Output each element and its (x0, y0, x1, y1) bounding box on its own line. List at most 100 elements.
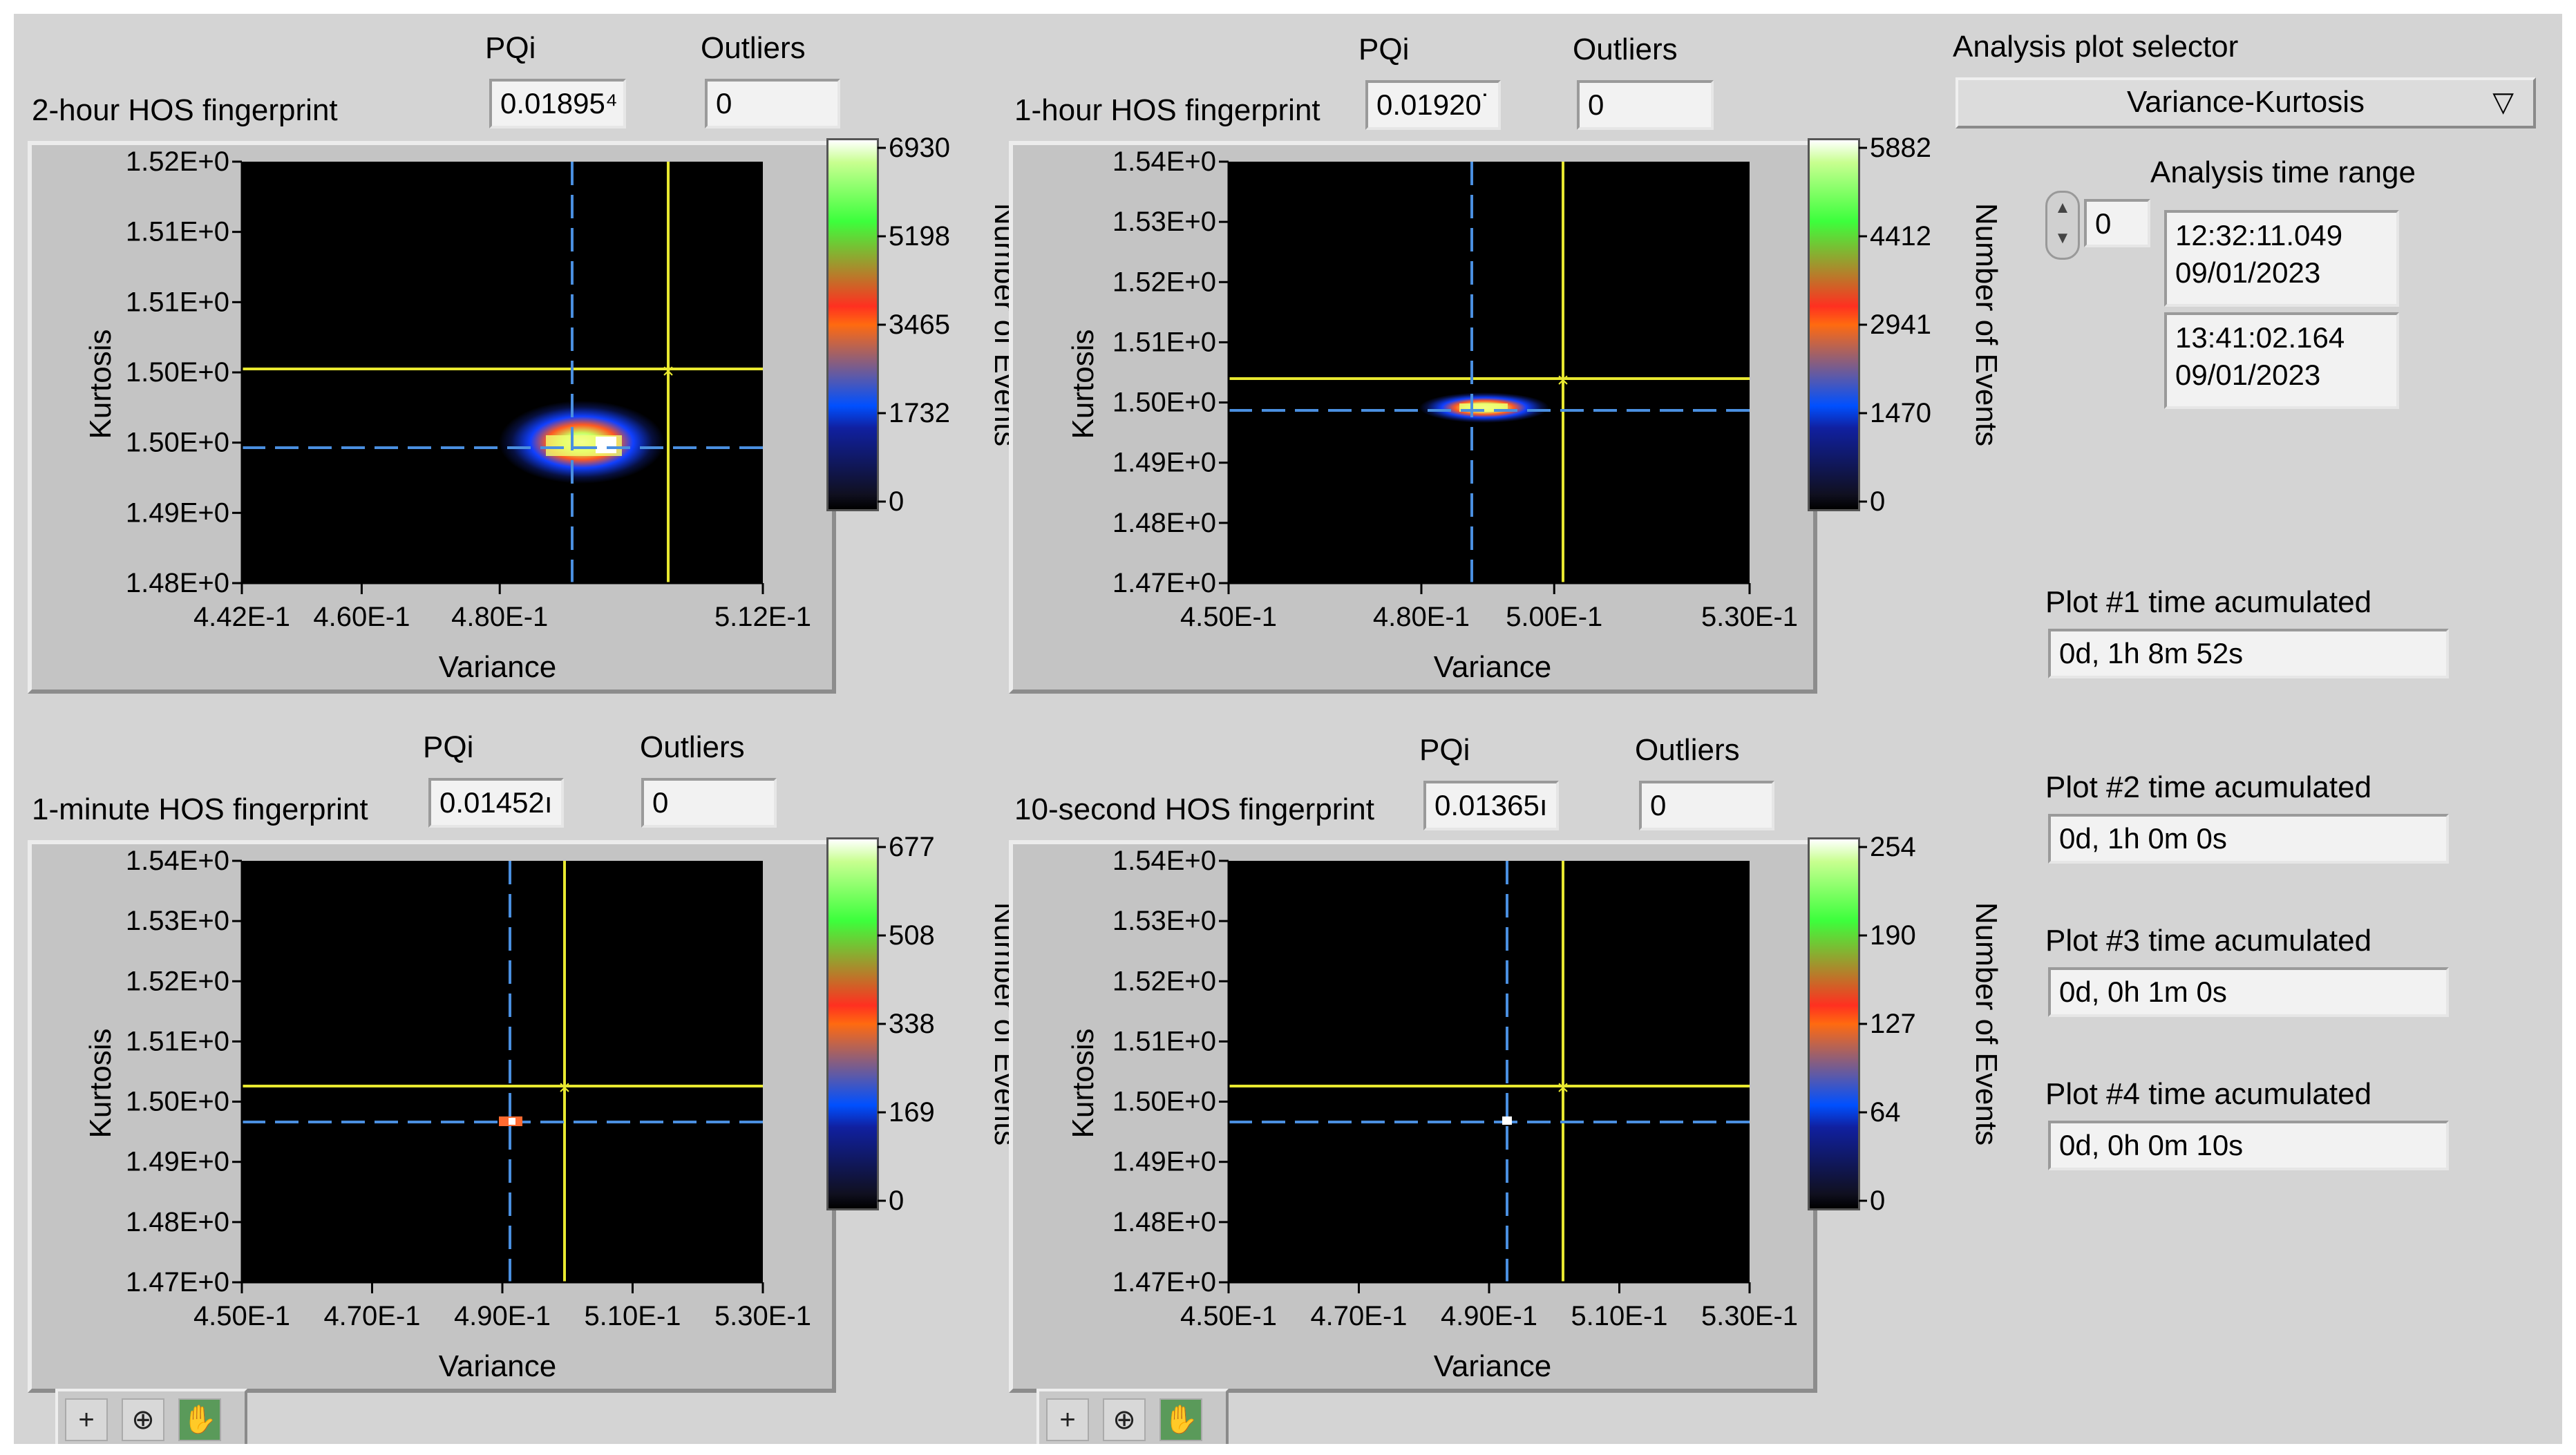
plot3-outliers-label: Outliers (640, 730, 745, 764)
plot1-pqi-label: PQi (485, 31, 536, 65)
x-tick-label: 5.30E-1 (1701, 602, 1798, 632)
plot2-cursor-marker: × (1557, 369, 1569, 392)
y-tick-label: 1.50E+0 (1112, 388, 1216, 418)
x-tick-label: 4.80E-1 (1373, 602, 1470, 632)
y-tick-label: 1.51E+0 (126, 287, 229, 317)
plot3-pqi-label: PQi (423, 730, 474, 764)
pan-hand-icon[interactable]: ✋ (1159, 1398, 1202, 1441)
plot2-outliers-value: 0 (1577, 80, 1714, 130)
plot4-cursor-marker: × (1557, 1076, 1569, 1099)
y-tick-label: 1.54E+0 (1112, 846, 1216, 876)
x-tick-label: 4.80E-1 (451, 602, 548, 632)
plot4-xlabel: Variance (1434, 1349, 1551, 1383)
plot3-plot-area (242, 861, 763, 1282)
y-tick-label: 1.54E+0 (1112, 146, 1216, 177)
zoom-icon[interactable]: ⊕ (1103, 1398, 1146, 1441)
plot4-graph[interactable]: × 1.54E+0 1.53E+0 1.52E+0 1.51E+0 1.50E+0 1.4… (995, 713, 1824, 1404)
crosshair-cursor-icon[interactable]: + (1046, 1398, 1089, 1441)
plot3-yticks: 1.54E+0 1.53E+0 1.52E+0 1.51E+0 1.50E+0 1.49E… (126, 846, 243, 1297)
plot3-graph-palette: + ⊕ ✋ (55, 1389, 247, 1444)
plot4-outliers-value: 0 (1639, 781, 1774, 830)
x-tick-label: 4.50E-1 (193, 1301, 290, 1331)
colorbar-tick-label: 1470 (1870, 398, 1931, 428)
plot3-colorbar (826, 837, 879, 1210)
plot1-pqi-value: 0.01895⁴ (489, 79, 626, 129)
plot1-heat-hot (596, 437, 616, 453)
plot2-colorbar-scale: 5882 4412 2941 1470 0 Number of Events (1859, 133, 2003, 517)
plot4-colorbar-label: Number of Events (1969, 902, 2003, 1145)
plot2-acc-label: Plot #2 time acumulated (2045, 770, 2372, 804)
y-tick-label: 1.50E+0 (1112, 1087, 1216, 1117)
plot4-ylabel: Kurtosis (1066, 1029, 1100, 1139)
y-tick-label: 1.47E+0 (1112, 1267, 1216, 1297)
y-tick-label: 1.51E+0 (1112, 327, 1216, 357)
y-tick-label: 1.52E+0 (126, 146, 229, 177)
y-tick-label: 1.48E+0 (126, 1207, 229, 1237)
plot3-graph[interactable]: × 1.54E+0 1.53E+0 1.52E+0 1.51E+0 1.50E+0 1.4… (14, 713, 843, 1404)
colorbar-tick-label: 0 (1870, 1186, 1885, 1216)
plot1-cb-ticks: 6930 5198 3465 1732 0 (878, 133, 950, 517)
time-range-stepper[interactable]: ▲ ▼ (2045, 191, 2080, 260)
y-tick-label: 1.50E+0 (126, 1087, 229, 1117)
y-tick-label: 1.53E+0 (1112, 906, 1216, 936)
y-tick-label: 1.51E+0 (126, 1026, 229, 1056)
front-panel: Analysis plot selector Variance-Kurtosis… (14, 14, 2562, 1444)
plot2-ylabel: Kurtosis (1066, 330, 1100, 439)
colorbar-tick-label: 5882 (1870, 133, 1931, 163)
y-tick-label: 1.47E+0 (126, 1267, 229, 1297)
plot1-acc-label: Plot #1 time acumulated (2045, 585, 2372, 619)
y-tick-label: 1.49E+0 (126, 1147, 229, 1177)
pan-hand-icon[interactable]: ✋ (178, 1398, 221, 1441)
plot4-pqi-label: PQi (1419, 733, 1470, 767)
plot4-xticks: 4.50E-1 4.70E-1 4.90E-1 5.10E-1 5.30E-1 (1180, 1281, 1798, 1331)
plot4-yticks: 1.54E+0 1.53E+0 1.52E+0 1.51E+0 1.50E+0 1.49E… (1112, 846, 1230, 1297)
plot3-cb-ticks: 677 508 338 169 0 (878, 832, 935, 1216)
plot1-graph[interactable]: × 1.52E+0 1.51E+0 1.51E+0 1.50E+0 1.50E+0 1.4… (14, 14, 843, 705)
plot1-acc-value: 0d, 1h 8m 52s (2048, 629, 2449, 678)
plot3-outliers-value: 0 (641, 778, 777, 828)
plot4-outliers-label: Outliers (1635, 733, 1740, 767)
x-tick-label: 5.10E-1 (1571, 1301, 1667, 1331)
crosshair-cursor-icon[interactable]: + (65, 1398, 108, 1441)
zoom-icon[interactable]: ⊕ (122, 1398, 164, 1441)
plot4-plot-area (1229, 861, 1750, 1282)
colorbar-tick-label: 254 (1870, 832, 1916, 862)
plot1-xticks: 4.42E-1 4.60E-1 4.80E-1 5.12E-1 (193, 582, 811, 632)
colorbar-tick-label: 0 (889, 1186, 904, 1216)
colorbar-tick-label: 4412 (1870, 221, 1931, 251)
plot4-acc-value: 0d, 0h 0m 10s (2048, 1121, 2449, 1170)
analysis-plot-selector[interactable]: Variance-Kurtosis ▽ (1955, 77, 2536, 129)
y-tick-label: 1.49E+0 (126, 497, 229, 528)
y-tick-label: 1.52E+0 (1112, 267, 1216, 297)
plot3-ylabel: Kurtosis (84, 1029, 117, 1139)
plot1-plot-area (242, 162, 763, 583)
plot2-acc-value: 0d, 1h 0m 0s (2048, 814, 2449, 864)
colorbar-tick-label: 338 (889, 1009, 935, 1039)
start-date: 09/01/2023 (2175, 256, 2321, 289)
colorbar-tick-label: 677 (889, 832, 935, 862)
x-tick-label: 5.00E-1 (1506, 602, 1602, 632)
y-tick-label: 1.51E+0 (126, 217, 229, 247)
plot2-pqi-label: PQi (1358, 32, 1410, 66)
colorbar-tick-label: 508 (889, 920, 935, 951)
plot1-yticks: 1.52E+0 1.51E+0 1.51E+0 1.50E+0 1.50E+0 1.49E… (126, 146, 243, 598)
colorbar-tick-label: 6930 (889, 133, 950, 163)
plot2-xlabel: Variance (1434, 650, 1551, 684)
plot2-xticks: 4.50E-1 4.80E-1 5.00E-1 5.30E-1 (1180, 582, 1798, 632)
chevron-down-icon: ▽ (2492, 87, 2514, 117)
plot4-colorbar-scale: 254 190 127 64 0 Number of Events (1859, 832, 2003, 1216)
x-tick-label: 4.70E-1 (323, 1301, 420, 1331)
plot3-title: 1-minute HOS fingerprint (32, 792, 368, 826)
plot4-acc-label: Plot #4 time acumulated (2045, 1077, 2372, 1111)
plot2-graph[interactable]: × 1.54E+0 1.53E+0 1.52E+0 1.51E+0 1.50E+0 1.4… (995, 14, 1824, 705)
time-range-label: Analysis time range (2150, 155, 2416, 189)
time-range-start[interactable]: 12:32:11.049 09/01/2023 (2164, 210, 2399, 307)
time-range-end[interactable]: 13:41:02.164 09/01/2023 (2164, 312, 2399, 409)
colorbar-tick-label: 3465 (889, 310, 950, 340)
x-tick-label: 5.30E-1 (1701, 1301, 1798, 1331)
plot2-outliers-label: Outliers (1573, 32, 1678, 66)
plot4-title: 10-second HOS fingerprint (1014, 792, 1374, 826)
colorbar-tick-label: 0 (889, 486, 904, 517)
time-range-index[interactable]: 0 (2084, 199, 2150, 247)
x-tick-label: 4.50E-1 (1180, 1301, 1277, 1331)
